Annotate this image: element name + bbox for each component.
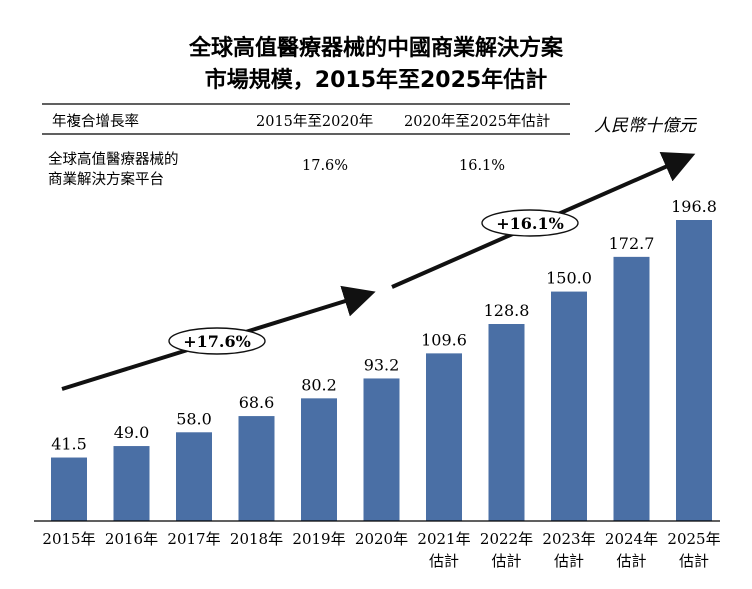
cagr-row-label-line2: 商業解決方案平台 [48, 172, 164, 188]
chart-title-line2: 市場規模，2015年至2025年估計 [204, 68, 548, 93]
bar-value-label-8: 150.0 [546, 269, 592, 288]
cagr-period2: 2020年至2025年估計 [404, 114, 551, 130]
cagr-value1: 17.6% [302, 158, 349, 174]
bar-value-label-4: 80.2 [301, 375, 337, 394]
bar-9 [613, 256, 650, 521]
chart-title-line1: 全球高值醫療器械的中國商業解決方案 [188, 36, 563, 61]
bar-6 [426, 353, 462, 521]
bar-value-label-0: 41.5 [51, 435, 87, 454]
x-tick-label-5: 2020年 [355, 530, 408, 548]
growth-badge-1 [168, 327, 266, 355]
unit-label: 人民幣十億元 [594, 116, 696, 136]
x-tick-label-8-line2: 估計 [554, 552, 584, 570]
bar-2 [176, 432, 212, 521]
bar-8 [551, 291, 587, 521]
bar-value-label-10: 196.8 [671, 197, 717, 216]
bar-value-label-9: 172.7 [609, 234, 655, 253]
x-tick-label-4: 2019年 [292, 530, 345, 548]
x-tick-label-3: 2018年 [230, 530, 283, 548]
x-tick-label-7: 2022年 [480, 530, 533, 548]
bar-value-label-2: 58.0 [176, 409, 212, 428]
bar-value-label-1: 49.0 [114, 423, 150, 442]
bar-10 [676, 220, 712, 521]
growth-label-2: +16.1% [496, 214, 564, 233]
x-tick-label-10: 2025年 [667, 530, 720, 548]
cagr-period1: 2015年至2020年 [256, 114, 374, 130]
x-tick-label-9: 2024年 [605, 530, 658, 548]
cagr-value2: 16.1% [459, 158, 506, 174]
x-tick-label-0: 2015年 [42, 530, 95, 548]
x-tick-label-2: 2017年 [167, 530, 220, 548]
bar-value-label-7: 128.8 [484, 301, 530, 320]
bar-5 [363, 378, 400, 521]
x-tick-label-8: 2023年 [542, 530, 595, 548]
bar-value-label-3: 68.6 [239, 393, 275, 412]
growth-badge-2 [481, 209, 579, 237]
bar-4 [301, 398, 337, 521]
bar-1 [113, 446, 150, 521]
growth-label-1: +17.6% [183, 332, 251, 351]
cagr-row-label-line1: 全球高值醫療器械的 [48, 152, 179, 168]
cagr-header-label: 年複合增長率 [52, 114, 139, 130]
x-tick-label-1: 2016年 [105, 530, 158, 548]
bar-value-label-6: 109.6 [421, 330, 467, 349]
bar-value-label-5: 93.2 [364, 355, 400, 374]
x-tick-label-6-line2: 估計 [429, 552, 459, 570]
x-tick-label-6: 2021年 [417, 530, 470, 548]
bar-7 [488, 324, 525, 521]
x-tick-label-9-line2: 估計 [616, 552, 646, 570]
bar-3 [238, 416, 275, 521]
bar-0 [51, 457, 87, 521]
x-tick-label-10-line2: 估計 [679, 552, 709, 570]
x-tick-label-7-line2: 估計 [491, 552, 521, 570]
